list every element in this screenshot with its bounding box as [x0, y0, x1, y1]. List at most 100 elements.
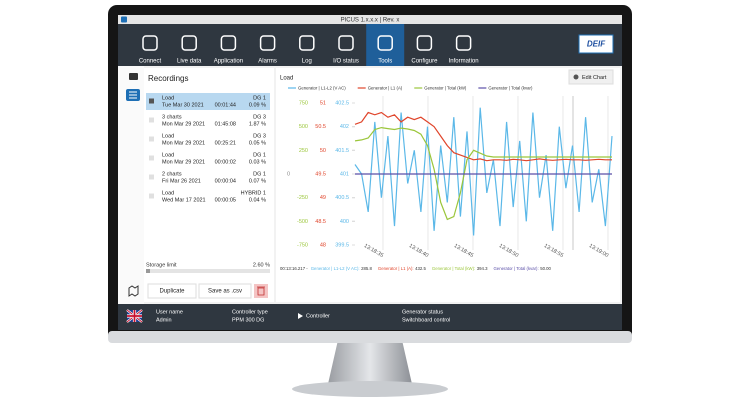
y-tick-label: 401.5: [335, 148, 349, 154]
tab-icon[interactable]: [181, 35, 197, 51]
recording-size: 0.04 %: [249, 197, 266, 203]
title-bar: [118, 15, 622, 24]
y-tick-label: 400.5: [335, 195, 349, 201]
recording-row[interactable]: [146, 131, 270, 148]
recording-row[interactable]: [146, 112, 270, 129]
chin: [108, 331, 632, 343]
tab-icon[interactable]: [377, 35, 393, 51]
recording-date: Mon Mar 29 2021: [162, 159, 205, 165]
recording-row[interactable]: [146, 93, 270, 110]
recording-date: Fri Mar 26 2021: [162, 178, 201, 184]
y-tick-label: 402.5: [335, 100, 349, 106]
tab-label[interactable]: Live data: [177, 59, 202, 65]
tab-icon[interactable]: [338, 35, 354, 51]
ctype: PPM 300 DG: [232, 317, 264, 323]
recording-row[interactable]: [146, 169, 270, 186]
recording-name: 2 charts: [162, 171, 182, 177]
tab-label[interactable]: Connect: [139, 59, 162, 65]
readout-time: 00:13:16.217 -: [280, 266, 308, 271]
recording-duration: 00:25:21: [215, 140, 236, 146]
readout-value: 50.00: [540, 266, 551, 271]
storage-fill: [146, 269, 150, 273]
tab-icon[interactable]: [259, 35, 276, 51]
delete-button[interactable]: [254, 284, 268, 298]
recording-size: 0.03 %: [249, 159, 266, 165]
readout-value: 432.5: [415, 266, 426, 271]
list-lines: [129, 91, 137, 99]
checkbox[interactable]: [149, 193, 154, 199]
recording-name: Load: [162, 190, 174, 196]
tab-icon[interactable]: [299, 35, 315, 51]
camera-icon[interactable]: [129, 73, 138, 80]
controller: Controller: [306, 313, 330, 319]
checkbox[interactable]: [149, 136, 154, 142]
active-tab: [366, 24, 405, 66]
checkbox[interactable]: [149, 117, 154, 123]
tab-icon[interactable]: [455, 35, 472, 51]
y-tick-label: 250: [299, 148, 308, 154]
y-tick-label: 400: [340, 219, 349, 225]
y-tick-label: -750: [297, 242, 308, 248]
y-tick-label: 750: [299, 100, 308, 106]
y-tick-label: 49: [320, 195, 326, 201]
tab-label[interactable]: Log: [302, 59, 312, 65]
chart-title: Load: [280, 76, 293, 82]
recording-controller: DG 1: [253, 171, 266, 177]
status-bar: [118, 304, 622, 330]
series-line: [354, 126, 612, 221]
map-icon[interactable]: [128, 285, 139, 297]
logo-box: [578, 34, 614, 54]
checkbox[interactable]: [149, 98, 154, 104]
legend-label[interactable]: Generator | Total (kvar): [488, 86, 533, 91]
gen: Switchboard control: [402, 317, 450, 323]
recording-name: Load: [162, 133, 174, 139]
y-tick-label: 399.5: [335, 242, 349, 248]
y-tick-label: 49.5: [315, 171, 326, 177]
series-line: [354, 111, 612, 162]
recording-row[interactable]: [146, 150, 270, 167]
y-tick-label: -250: [297, 195, 308, 201]
y-tick-label: 50.5: [315, 124, 326, 130]
y-tick-label: -500: [297, 219, 308, 225]
readout-value: 394.3: [477, 266, 488, 271]
recording-controller: DG 1: [253, 152, 266, 158]
recording-date: Mon Mar 29 2021: [162, 140, 205, 146]
tab-label[interactable]: Application: [214, 59, 243, 65]
checkbox[interactable]: [149, 174, 154, 180]
storage-value: 2.60 %: [253, 262, 270, 268]
tab-label[interactable]: I/O status: [333, 59, 359, 65]
save-button[interactable]: [198, 283, 252, 299]
recording-row[interactable]: [146, 188, 270, 205]
recording-date: Wed Mar 17 2021: [162, 197, 206, 203]
tab-icon[interactable]: [416, 35, 433, 51]
readout-value: 285.8: [361, 266, 372, 271]
tab-label[interactable]: Information: [449, 59, 479, 65]
window-title: PICUS 1.x.x.x | Rev. x: [341, 18, 400, 24]
tab-label[interactable]: Configure: [411, 59, 438, 65]
edit-chart-button[interactable]: [568, 69, 614, 85]
recording-duration: 00:00:02: [215, 159, 236, 165]
user-label: User name: [156, 309, 183, 315]
legend-label[interactable]: Generator | L1 (A): [368, 86, 403, 91]
readout-label: Generator | L1-L2 (V AC):: [311, 266, 360, 271]
readout-label: Generator | Total (kW):: [432, 266, 475, 271]
legend-label[interactable]: Generator | L1-L2 (V AC): [298, 86, 346, 91]
readout-label: Generator | Total (kvar):: [493, 266, 538, 271]
recording-size: 1.87 %: [249, 121, 266, 127]
tab-label[interactable]: Tools: [378, 59, 392, 65]
tab-icon[interactable]: [142, 35, 158, 51]
side-strip: [118, 66, 144, 304]
legend-label[interactable]: Generator | Total (kW): [424, 86, 467, 91]
recording-name: Load: [162, 95, 174, 101]
tab-icon[interactable]: [220, 35, 237, 51]
storage-bar: [146, 269, 270, 273]
readout-label: Generator | L1 (A):: [378, 266, 414, 271]
duplicate-button[interactable]: [147, 283, 197, 299]
recording-controller: DG 3: [253, 133, 266, 139]
recording-duration: 01:45:08: [215, 121, 236, 127]
checkbox[interactable]: [149, 155, 154, 161]
recording-size: 0.05 %: [249, 140, 266, 146]
tab-label[interactable]: Alarms: [258, 59, 277, 65]
trash-icon: [257, 286, 265, 296]
